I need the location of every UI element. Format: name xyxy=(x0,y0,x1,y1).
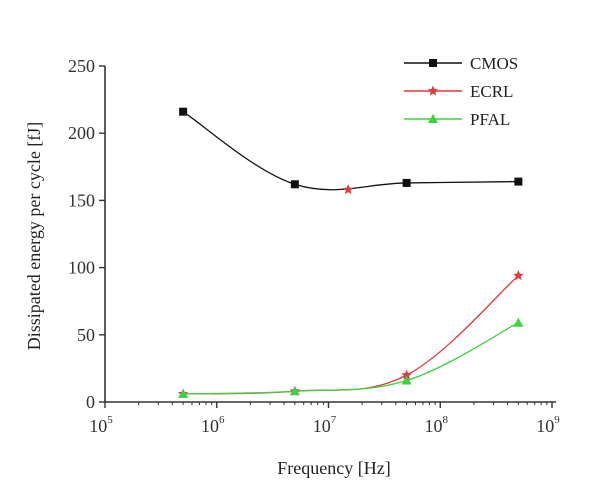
legend-item-ecrl: ECRL xyxy=(404,82,513,101)
data-point xyxy=(401,375,412,385)
legend-marker xyxy=(427,85,439,96)
data-point xyxy=(289,386,300,396)
y-tick-label: 250 xyxy=(68,56,95,76)
data-point xyxy=(178,388,189,398)
legend-marker xyxy=(429,59,437,67)
x-tick-label: 106 xyxy=(201,414,225,436)
x-axis-title: Frequency [Hz] xyxy=(277,458,390,478)
legend-item-pfal: PFAL xyxy=(404,110,510,129)
legend-item-cmos: CMOS xyxy=(404,54,518,73)
series-pfal xyxy=(178,317,524,398)
y-tick-label: 50 xyxy=(77,325,95,345)
series-ecrl xyxy=(177,270,524,399)
data-point xyxy=(402,178,411,187)
data-point xyxy=(513,317,524,327)
legend-label: CMOS xyxy=(470,54,518,73)
data-point xyxy=(514,177,523,186)
series-line xyxy=(182,111,519,191)
y-tick-label: 200 xyxy=(68,123,95,143)
y-tick-label: 0 xyxy=(86,392,95,412)
series-layer xyxy=(177,107,524,399)
data-point xyxy=(179,107,188,116)
data-point xyxy=(290,180,299,189)
data-point xyxy=(401,369,412,380)
legend-label: PFAL xyxy=(470,110,510,129)
x-tick-label: 105 xyxy=(89,414,113,436)
data-point xyxy=(513,270,524,281)
x-tick-label: 107 xyxy=(313,414,337,436)
annotation-point xyxy=(342,184,354,195)
legend-label: ECRL xyxy=(470,82,513,101)
axes-layer: 0 50 100 150 200 250 105 106 107 108 109 xyxy=(68,56,560,436)
x-tick-label: 108 xyxy=(425,414,449,436)
y-tick-label: 100 xyxy=(68,258,95,278)
y-axis-title: Dissipated energy per cycle [fJ] xyxy=(24,122,44,351)
x-tick-label: 109 xyxy=(536,414,560,436)
legend: CMOS ECRL PFAL xyxy=(404,54,518,129)
y-tick-label: 150 xyxy=(68,190,95,210)
series-line xyxy=(183,322,519,395)
legend-marker xyxy=(428,114,438,123)
series-line xyxy=(183,275,519,395)
